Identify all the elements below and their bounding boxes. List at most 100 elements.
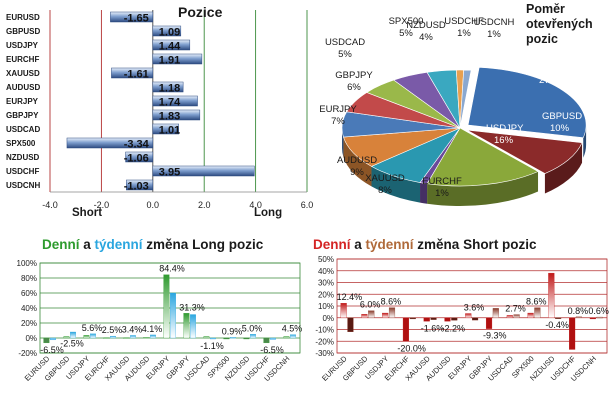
pos-x-tick-label: -2.0 [94,200,110,210]
pie-label-name: GBPJPY [335,70,373,81]
bar-denní [423,317,430,322]
bar-value-label: 0.8% [568,306,589,316]
pie-label-name: GBPUSD [542,111,582,122]
pie-slice-side [343,137,372,187]
long-change-chart: 100%80%60%40%20%0%-20%EURUSD-6.5%GBPUSD-… [17,259,303,383]
pie-label-name: AUDUSD [337,155,377,166]
pos-category-label: AUDUSD [6,83,40,92]
pie-label-name: USDCAD [325,37,365,48]
y-tick-label: -20% [315,337,334,346]
bar-denní [263,337,270,344]
bar-týdenní [110,335,116,339]
pos-category-label: EURJPY [6,97,39,106]
bar-týdenní [190,314,196,339]
bar-týdenní [210,337,216,340]
pie-label-name: EURUSD [531,63,571,74]
bar-value-label: -20.0% [397,343,426,353]
pos-bar-value: 1.18 [159,83,180,95]
pie-label-name: EURCHF [422,176,462,187]
pos-bar-value: -1.65 [124,13,149,25]
y-tick-label: 40% [21,304,37,313]
pos-category-label: USDCHF [6,167,39,176]
long-title-daily: Denní [42,237,80,252]
bar-value-label: 4.1% [142,324,163,334]
bar-value-label: 8.6% [381,297,402,307]
pie-label-value: 5% [399,28,413,39]
pie-slice-side [371,166,421,203]
bar-týdenní [368,310,375,318]
pos-bar [152,81,184,93]
bar-denní [43,337,50,344]
y-tick-label: 0% [25,334,37,343]
bar-value-label: 2.5% [102,325,123,335]
long-chart-title: Denní a týdenní změna Long pozic [42,237,263,252]
pie-label-value: 1% [435,188,449,199]
pos-bar [152,25,182,37]
bar-denní [143,337,150,339]
pie-slice [466,129,583,174]
bar-týdenní [250,334,256,339]
pie-label-value: 16% [494,135,514,146]
y-tick-label: 80% [21,274,37,283]
y-tick-label: 0% [322,314,334,323]
pos-bar-value: 1.01 [159,125,180,137]
pie-label-value: 4% [419,32,433,43]
bar-value-label: 8.6% [526,297,547,307]
positions-title: Pozice [178,4,223,20]
bar-denní [183,313,190,339]
bar-denní [340,303,347,318]
pie-slice [459,69,472,129]
pos-category-label: USDCNH [6,181,40,190]
bar-denní [243,337,250,340]
bar-týdenní [575,316,582,318]
bar-denní [506,315,513,318]
bar-value-label: 2.7% [505,304,526,314]
bar-týdenní [388,307,396,318]
pie-label-name: USDCNH [474,17,515,28]
pie-slice-side [342,128,344,158]
bar-týdenní [50,337,56,341]
pie-label-value: 6% [347,82,361,93]
bar-týdenní [492,308,499,318]
bar-denní [485,317,493,329]
pos-bar [66,137,154,149]
pos-bar [152,95,198,107]
y-tick-label: 20% [21,319,37,328]
bar-denní [465,313,472,318]
pos-category-label: GBPUSD [6,27,40,36]
bar-value-label: 3.4% [122,324,143,334]
short-change-chart: 50%40%30%20%10%0%-10%-20%-30%EURUSD12.4%… [315,255,609,383]
pie-title-line-1: Poměr [526,2,565,16]
bar-denní [83,335,90,339]
pos-bar-value: -1.06 [124,153,149,165]
bar-value-label: 31.3% [179,302,205,312]
pie-title-line-3: pozic [526,32,558,46]
pie-label-value: 8% [378,185,392,196]
bar-týdenní [90,333,96,339]
bar-týdenní [230,337,236,339]
pie-label-value: 9% [350,167,364,178]
bar-denní [589,317,596,320]
y-tick-label: -20% [18,349,37,358]
pos-bar [152,165,255,177]
pos-category-label: USDCAD [6,125,40,134]
pie-label-value: 1% [487,29,501,40]
pie-label-value: 10% [550,123,570,134]
pie-slice [426,127,539,187]
pos-x-tick-label: 6.0 [301,200,314,210]
pos-bar-value: 3.95 [159,167,180,179]
pos-bar-value: -3.34 [124,139,150,151]
bar-týdenní [270,337,276,340]
bar-týdenní [430,317,437,320]
pos-bar-value: 1.44 [159,41,181,53]
bar-value-label: 12.4% [337,292,363,302]
pie-chart: EURUSD27%GBPUSD10%USDJPY16%EURCHF1%XAUUS… [319,16,587,206]
bar-value-label: -1.6% [421,323,445,333]
bar-value-label: -6.5% [260,345,284,355]
bar-value-label: -6.5% [40,345,64,355]
short-chart-title: Denní a týdenní změna Short pozic [313,237,537,252]
pos-category-label: NZDUSD [6,153,40,162]
long-title-weekly: týdenní [94,237,143,252]
pie-label-name: XAUUSD [365,173,405,184]
pos-bar [152,39,191,51]
